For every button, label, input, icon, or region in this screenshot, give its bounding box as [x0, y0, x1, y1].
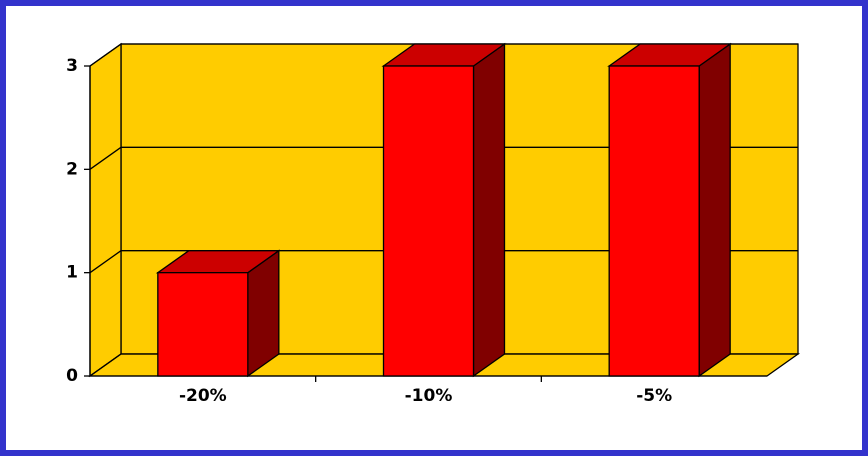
y-tick-label: 2	[66, 159, 78, 179]
y-tick-label: 0	[66, 366, 78, 386]
x-tick-label: -20%	[179, 386, 227, 406]
side-wall	[89, 42, 122, 378]
grid-line	[89, 353, 798, 377]
y-tick-label: 1	[66, 263, 78, 283]
bar-side	[472, 42, 506, 378]
x-tick-label: -10%	[405, 386, 453, 406]
x-tick-label: -5%	[636, 386, 672, 406]
grid-line	[89, 43, 798, 67]
bar	[382, 65, 475, 377]
bar	[157, 272, 249, 377]
bar	[608, 65, 700, 377]
grid-line	[89, 146, 798, 170]
grid-line	[89, 250, 798, 274]
bar-side	[698, 42, 731, 378]
y-tick-label: 3	[66, 56, 78, 76]
